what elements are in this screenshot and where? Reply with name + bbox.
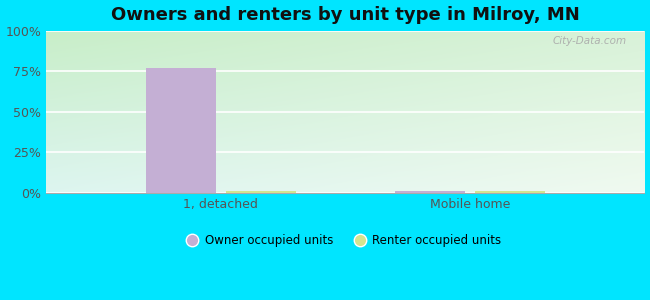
Bar bbox=[146, 68, 216, 193]
Bar bbox=[475, 191, 545, 193]
Bar bbox=[395, 191, 465, 193]
Legend: Owner occupied units, Renter occupied units: Owner occupied units, Renter occupied un… bbox=[185, 230, 506, 252]
Bar bbox=[226, 191, 296, 193]
Title: Owners and renters by unit type in Milroy, MN: Owners and renters by unit type in Milro… bbox=[111, 6, 580, 24]
Text: City-Data.com: City-Data.com bbox=[552, 35, 627, 46]
